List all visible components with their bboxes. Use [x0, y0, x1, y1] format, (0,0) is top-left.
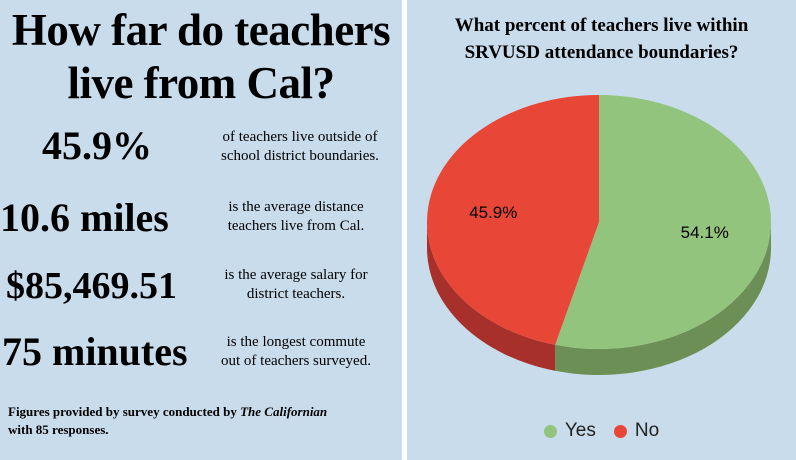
stat-desc-line: district teachers. — [246, 286, 346, 302]
stat-desc-average-salary: is the average salary for district teach… — [196, 266, 396, 304]
stat-desc-line: teachers live from Cal. — [227, 218, 365, 234]
stat-desc-line: is the longest commute — [226, 334, 366, 350]
pie-slice-yes — [555, 95, 771, 349]
stat-desc-line: is the average salary for — [224, 267, 368, 283]
headline-line-1: How far do teachers — [11, 5, 391, 55]
legend-label-no: No — [634, 420, 660, 441]
footnote: Figures provided by survey conducted by … — [8, 403, 327, 439]
stat-desc-line: of teachers live outside of — [222, 129, 378, 145]
legend-item-yes: Yes — [543, 420, 596, 442]
chart-legend: Yes No — [407, 420, 796, 442]
chart-title-line-2: SRVUSD attendance boundaries? — [464, 42, 739, 63]
headline-line-2: live from Cal? — [67, 58, 335, 108]
stat-desc-line: school district boundaries. — [221, 148, 379, 164]
pie-side-yes — [555, 222, 771, 376]
footnote-publication: The Californian — [240, 404, 328, 419]
stat-desc-outside-percent: of teachers live outside of school distr… — [200, 128, 400, 166]
pie-label-no: 45.9% — [469, 203, 517, 222]
pie-slice-no — [426, 95, 599, 345]
legend-label-yes: Yes — [564, 420, 596, 441]
stat-value-average-distance: 10.6 miles — [0, 195, 169, 240]
chart-title-line-1: What percent of teachers live within — [454, 15, 749, 36]
infographic-panel: How far do teachers live from Cal? 45.9%… — [0, 0, 402, 460]
chart-panel: What percent of teachers live within SRV… — [407, 0, 796, 460]
stat-value-outside-percent: 45.9% — [42, 123, 152, 168]
chart-title: What percent of teachers live within SRV… — [407, 12, 796, 66]
legend-swatch-yes — [543, 424, 557, 438]
stat-value-longest-commute: 75 minutes — [2, 329, 188, 374]
stat-desc-line: out of teachers surveyed. — [221, 353, 371, 369]
stat-desc-longest-commute: is the longest commute out of teachers s… — [196, 333, 396, 371]
legend-swatch-no — [613, 424, 627, 438]
footnote-line-1: Figures provided by survey conducted by … — [8, 403, 327, 421]
pie-label-yes: 54.1% — [681, 223, 729, 242]
pie-chart: 54.1% 45.9% — [426, 95, 771, 376]
stat-desc-line: is the average distance — [228, 199, 364, 215]
stat-value-average-salary: $85,469.51 — [6, 265, 177, 307]
footnote-line-2: with 85 responses. — [8, 422, 109, 437]
stat-desc-average-distance: is the average distance teachers live fr… — [196, 198, 396, 236]
headline: How far do teachers live from Cal? — [0, 4, 402, 110]
pie-side-no — [427, 222, 556, 371]
legend-item-no: No — [613, 420, 660, 442]
footnote-text: Figures provided by survey conducted by — [8, 404, 241, 419]
